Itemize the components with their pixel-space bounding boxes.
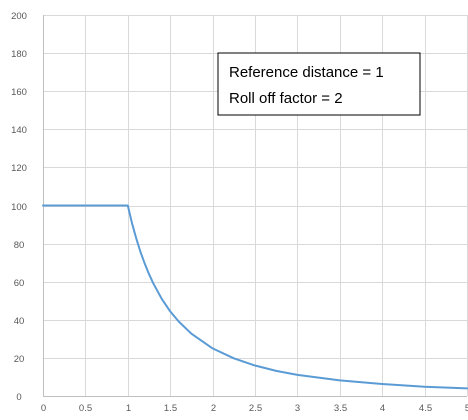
y-tick-label: 140 — [11, 125, 27, 136]
x-tick-label: 1 — [126, 403, 131, 414]
series-line-0 — [42, 204, 468, 390]
x-tick-label: 5 — [465, 403, 468, 414]
y-tick-label: 80 — [14, 240, 25, 251]
x-tick-label: 1.5 — [164, 403, 177, 414]
tick-labels: 0 0.5 1 1.5 2 2.5 3 3.5 4 4.5 5 0 20 40 60 80 100 120 140 1… — [11, 11, 468, 414]
y-tick-label: 200 — [11, 11, 27, 22]
x-tick-label: 0.5 — [79, 403, 92, 414]
x-tick-label: 2 — [211, 403, 216, 414]
y-tick-label: 100 — [11, 202, 27, 213]
x-tick-label: 4 — [380, 403, 385, 414]
annotation-frame — [217, 52, 421, 116]
annotation-line-2: Roll off factor = 2 — [229, 90, 343, 107]
y-tick-label: 160 — [11, 87, 27, 98]
y-tick-label: 120 — [11, 163, 27, 174]
series-layer — [42, 204, 468, 390]
x-tick-label: 3 — [295, 403, 300, 414]
x-tick-label: 2.5 — [249, 403, 262, 414]
annotation-line-1: Reference distance = 1 — [229, 64, 384, 81]
y-tick-label: 20 — [14, 354, 25, 365]
annotation-box: Reference distance = 1 Roll off factor =… — [217, 52, 421, 116]
y-tick-label: 40 — [14, 316, 25, 327]
x-tick-label: 3.5 — [334, 403, 347, 414]
y-tick-label: 180 — [11, 49, 27, 60]
y-tick-label: 60 — [14, 278, 25, 289]
x-tick-label: 0 — [41, 403, 46, 414]
x-tick-label: 4.5 — [419, 403, 432, 414]
y-tick-label: 0 — [16, 392, 21, 403]
